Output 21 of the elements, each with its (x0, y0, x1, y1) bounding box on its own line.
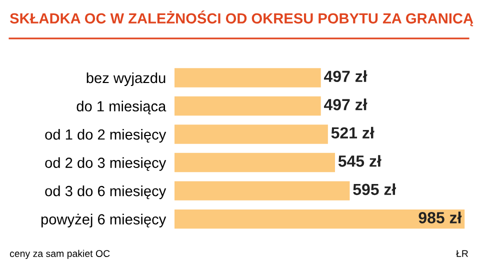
bar (174, 181, 350, 200)
bar (174, 209, 465, 229)
bar (174, 152, 335, 172)
bar (174, 68, 321, 88)
y-tick-label: bez wyjazdu (86, 72, 166, 86)
y-tick-label: od 2 do 3 miesięcy (45, 157, 166, 171)
y-tick-label: powyżej 6 miesięcy (41, 214, 166, 228)
bar (174, 124, 328, 144)
bar (174, 96, 321, 116)
data-label: 497 zł (324, 98, 368, 110)
data-label: 497 zł (324, 70, 368, 82)
text: ceny za sam pakiet OC (10, 250, 110, 259)
data-label: 545 zł (338, 155, 382, 167)
y-tick-label: od 1 do 2 miesięcy (45, 128, 166, 143)
data-label: 521 zł (331, 126, 374, 139)
data-label: 985 zł (418, 212, 462, 224)
y-tick-label: do 1 miesiąca (76, 100, 166, 114)
text: ŁR (456, 250, 468, 257)
y-tick-label: od 3 do 6 miesięcy (45, 186, 166, 200)
data-label: 595 zł (353, 183, 396, 196)
chart-title: SKŁADKA OC W ZALEŻNOŚCI OD OKRESU POBYTU ZA GRANICĄ (10, 10, 474, 26)
